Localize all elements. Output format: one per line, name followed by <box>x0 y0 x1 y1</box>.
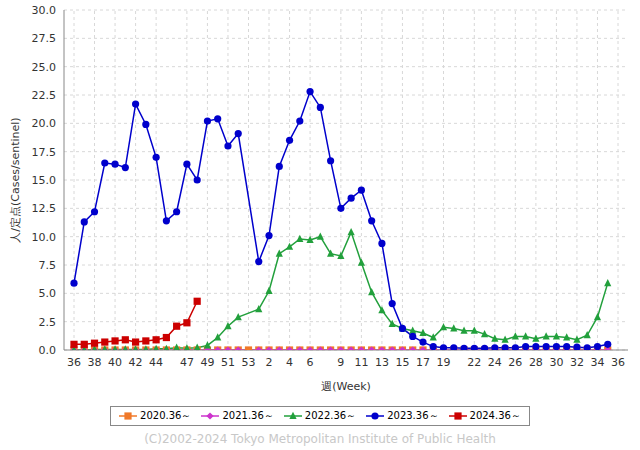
svg-text:6: 6 <box>307 356 314 369</box>
svg-text:22: 22 <box>467 356 481 369</box>
svg-text:34: 34 <box>590 356 604 369</box>
svg-text:51: 51 <box>221 356 235 369</box>
svg-text:53: 53 <box>241 356 255 369</box>
svg-text:13: 13 <box>375 356 389 369</box>
html-text:2024.36～: 2024.36～ <box>469 410 521 421</box>
svg-text:0.0: 0.0 <box>39 344 57 357</box>
html-text:2021.36～: 2021.36～ <box>222 410 274 421</box>
svg-text:38: 38 <box>88 356 102 369</box>
svg-text:49: 49 <box>200 356 214 369</box>
svg-text:22.5: 22.5 <box>32 89 57 102</box>
svg-text:17: 17 <box>416 356 430 369</box>
svg-text:20.0: 20.0 <box>32 117 57 130</box>
svg-text:40: 40 <box>108 356 122 369</box>
svg-text:28: 28 <box>529 356 543 369</box>
svg-text:24: 24 <box>488 356 502 369</box>
svg-text:10.0: 10.0 <box>32 231 57 244</box>
svg-text:19: 19 <box>437 356 451 369</box>
html-text:2020.36～: 2020.36～ <box>140 410 192 421</box>
svg-text:30.0: 30.0 <box>32 4 57 17</box>
svg-text:25.0: 25.0 <box>32 61 57 74</box>
svg-text:36: 36 <box>67 356 81 369</box>
svg-text:27.5: 27.5 <box>32 32 57 45</box>
svg-text:15: 15 <box>395 356 409 369</box>
svg-text:36: 36 <box>611 356 625 369</box>
svg-text:11: 11 <box>354 356 368 369</box>
svg-text:7.5: 7.5 <box>39 259 57 272</box>
svg-text:2: 2 <box>266 356 273 369</box>
svg-text:4: 4 <box>286 356 293 369</box>
svg-text:44: 44 <box>149 356 163 369</box>
svg-text:32: 32 <box>570 356 584 369</box>
svg-text:15.0: 15.0 <box>32 174 57 187</box>
svg-text:9: 9 <box>337 356 344 369</box>
html-text:2022.36～: 2022.36～ <box>304 410 357 421</box>
svg-text:30: 30 <box>549 356 563 369</box>
svg-text:2.5: 2.5 <box>39 316 57 329</box>
svg-text:42: 42 <box>129 356 143 369</box>
svg-text:17.5: 17.5 <box>32 146 57 159</box>
html-text:2023.36～: 2023.36～ <box>387 410 439 421</box>
svg-text:47: 47 <box>180 356 194 369</box>
svg-text:週(Week): 週(Week) <box>321 380 371 392</box>
svg-text:人/定点(Cases/sentinel): 人/定点(Cases/sentinel) <box>9 117 22 242</box>
html-text:(C)2002-2024 Tokyo Metropolita: (C)2002-2024 Tokyo Metropolitan Institut… <box>144 432 496 446</box>
svg-text:26: 26 <box>508 356 522 369</box>
svg-text:5.0: 5.0 <box>39 287 57 300</box>
svg-text:12.5: 12.5 <box>32 202 57 215</box>
